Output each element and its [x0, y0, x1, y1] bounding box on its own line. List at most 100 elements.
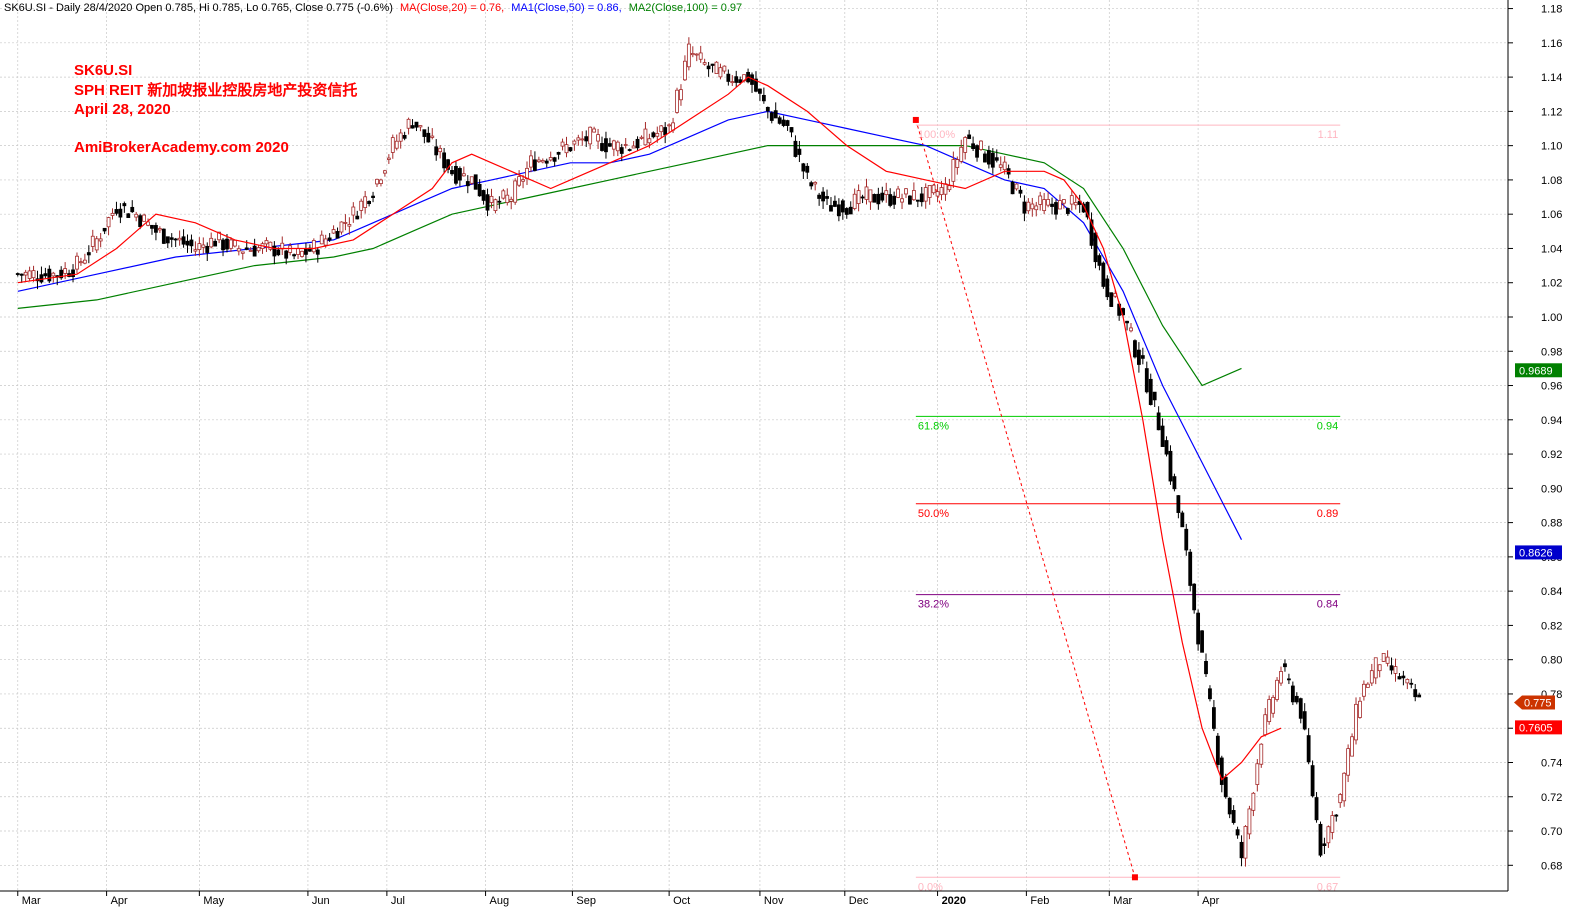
price-bar [390, 134, 395, 159]
price-bar [667, 123, 672, 133]
price-bar [702, 58, 707, 66]
x-tick-label: Aug [490, 895, 510, 907]
price-bar [963, 135, 968, 160]
price-bar [1133, 339, 1137, 359]
price-bar [1318, 821, 1323, 858]
header-ma20: MA(Close,20) = 0.76, [400, 2, 504, 14]
price-bar [1401, 670, 1406, 686]
price-bar [635, 136, 640, 152]
price-bar [517, 170, 522, 188]
price-bar [544, 158, 549, 168]
price-bar [1184, 523, 1189, 556]
price-bar [59, 266, 64, 280]
price-bar [1354, 697, 1358, 745]
price-bar [1393, 658, 1398, 682]
price-bar [540, 158, 545, 164]
price-bar [975, 144, 979, 162]
price-bar [750, 72, 754, 93]
price-bar [173, 237, 178, 248]
price-bar [461, 166, 466, 177]
price-bar [31, 265, 36, 282]
price-bar [1061, 199, 1066, 209]
value-box: 0.775 [1514, 695, 1555, 710]
price-bar [27, 266, 32, 281]
price-bar [1223, 773, 1228, 799]
ma100-line [17, 145, 1242, 387]
ma20-line [17, 76, 1282, 781]
fib-level-pct: 0.0% [918, 881, 943, 893]
value-box: 0.7605 [1515, 720, 1562, 735]
price-bar [679, 84, 683, 106]
value-box: 0.9689 [1515, 363, 1562, 378]
price-bar [556, 151, 561, 160]
svg-text:0.7605: 0.7605 [1519, 722, 1553, 734]
price-bar [1208, 685, 1212, 702]
price-bar [458, 166, 462, 187]
price-bar [560, 138, 565, 151]
price-bar [825, 189, 829, 205]
price-bar [1259, 743, 1264, 768]
price-bar [450, 165, 454, 176]
price-bar [572, 139, 577, 151]
price-bar [1196, 609, 1201, 651]
price-bar [686, 37, 691, 71]
fib-swing-start-marker [912, 116, 919, 123]
y-tick-label: 0.68 [1541, 860, 1562, 872]
price-bar [923, 183, 928, 209]
price-bar [1160, 418, 1165, 447]
price-bar [971, 136, 975, 151]
fib-level-price: 0.84 [1317, 599, 1338, 611]
price-bar [1089, 212, 1094, 250]
price-bar [896, 185, 900, 199]
price-bar [592, 126, 597, 133]
price-bar [1168, 445, 1173, 485]
price-bar [414, 121, 419, 132]
price-bar [1180, 510, 1185, 528]
price-bar [23, 269, 28, 282]
x-tick-label: Apr [1202, 895, 1219, 907]
price-bar [1097, 253, 1102, 271]
svg-text:0.775: 0.775 [1524, 698, 1552, 710]
price-bar [371, 191, 375, 203]
header-ma100: MA2(Close,100) = 0.97 [629, 2, 742, 14]
price-bar [1042, 192, 1047, 215]
y-tick-label: 0.94 [1541, 415, 1562, 427]
price-bar [876, 187, 881, 210]
price-bar [892, 191, 897, 210]
price-bar [1065, 207, 1070, 216]
price-bar [1346, 744, 1351, 783]
price-bar [1358, 697, 1362, 719]
price-bar [773, 102, 778, 119]
price-bar [900, 193, 904, 210]
price-bar [726, 69, 731, 86]
price-bar [154, 222, 158, 241]
price-bar [296, 244, 300, 260]
price-bar [1050, 197, 1054, 215]
price-bar [1279, 666, 1283, 686]
price-bar [994, 149, 999, 163]
y-tick-label: 0.72 [1541, 792, 1562, 804]
price-bar [1026, 198, 1031, 214]
horizontal-gridlines [0, 8, 1508, 866]
price-bar [335, 227, 340, 239]
y-tick-label: 0.82 [1541, 620, 1562, 632]
price-bar [327, 233, 332, 242]
price-bar [454, 161, 458, 186]
price-bar [1247, 805, 1252, 840]
price-bar [232, 239, 237, 248]
price-bar [1397, 673, 1402, 680]
price-bar [939, 180, 944, 201]
fib-level-price: 0.67 [1317, 881, 1338, 893]
price-bar [268, 241, 273, 252]
price-bar [193, 241, 198, 256]
price-bar [311, 238, 316, 254]
price-bar [410, 119, 415, 129]
price-bar [967, 129, 972, 140]
price-bar [781, 115, 786, 128]
price-bar [505, 188, 510, 206]
price-bar [529, 150, 533, 173]
price-bar [1377, 664, 1382, 678]
price-bar [1413, 684, 1418, 702]
price-bar [1381, 652, 1386, 663]
price-bar [1267, 695, 1272, 725]
